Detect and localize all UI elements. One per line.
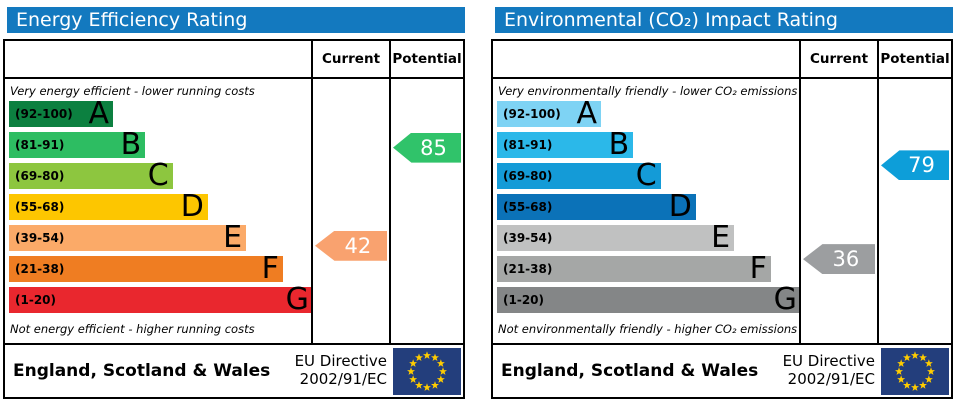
band-d: (55-68) D xyxy=(9,189,208,224)
band-range-label: (55-68) xyxy=(503,200,553,214)
potential-column-header: Potential xyxy=(877,41,951,77)
potential-rating-arrow: 85 xyxy=(393,132,461,163)
potential-rating-arrow: 79 xyxy=(881,150,949,181)
band-range-label: (81-91) xyxy=(503,138,553,152)
band-range-label: (92-100) xyxy=(15,107,73,121)
table-body: Very environmentally friendly - lower CO… xyxy=(493,79,951,343)
panel-title: Energy Efficiency Rating xyxy=(7,7,465,33)
band-e: (39-54) E xyxy=(497,220,735,255)
band-range-label: (1-20) xyxy=(15,293,56,307)
top-note: Very energy efficient - lower running co… xyxy=(10,84,255,98)
energy-efficiency-panel: Energy Efficiency Rating Current Potenti… xyxy=(3,0,465,404)
table-footer: England, Scotland & Wales EU Directive 2… xyxy=(493,343,951,397)
eu-directive-line1: EU Directive xyxy=(294,352,387,371)
eu-directive-label: EU Directive 2002/91/EC xyxy=(295,353,393,388)
band-letter: B xyxy=(608,127,630,162)
band-range-label: (81-91) xyxy=(15,138,65,152)
table-header-row: Current Potential xyxy=(493,41,951,79)
bands: (92-100) A (81-91) B (69-80) C (55-68) D (39-54)… xyxy=(5,96,313,318)
band-letter: C xyxy=(147,158,169,193)
band-a: (92-100) A xyxy=(9,96,114,131)
band-f: (21-38) F xyxy=(9,251,283,286)
top-note: Very environmentally friendly - lower CO… xyxy=(498,84,798,98)
panel-title: Environmental (CO₂) Impact Rating xyxy=(495,7,953,33)
band-range-label: (69-80) xyxy=(503,169,553,183)
band-range-label: (1-20) xyxy=(503,293,544,307)
band-d: (55-68) D xyxy=(497,189,696,224)
bottom-note: Not energy efficient - higher running co… xyxy=(10,322,255,336)
band-letter: E xyxy=(711,220,731,255)
band-c: (69-80) C xyxy=(9,158,173,193)
current-column: 42 xyxy=(311,79,389,343)
table-body: Very energy efficient - lower running co… xyxy=(5,79,463,343)
region-label: England, Scotland & Wales xyxy=(501,361,759,381)
current-column-header: Current xyxy=(311,41,389,77)
band-letter: C xyxy=(635,158,657,193)
potential-column: 85 xyxy=(389,79,463,343)
band-b: (81-91) B xyxy=(497,127,634,162)
bands-column: Very environmentally friendly - lower CO… xyxy=(493,79,801,343)
band-c: (69-80) C xyxy=(497,158,661,193)
band-letter: B xyxy=(120,127,142,162)
band-range-label: (21-38) xyxy=(15,262,65,276)
current-column: 36 xyxy=(799,79,877,343)
table-footer: England, Scotland & Wales EU Directive 2… xyxy=(5,343,463,397)
header-spacer-cell xyxy=(5,41,311,77)
eu-directive-label: EU Directive 2002/91/EC xyxy=(783,353,881,388)
band-range-label: (39-54) xyxy=(503,231,553,245)
current-column-header: Current xyxy=(799,41,877,77)
current-rating-arrow: 36 xyxy=(803,244,875,275)
band-range-label: (55-68) xyxy=(15,200,65,214)
band-f: (21-38) F xyxy=(497,251,771,286)
band-range-label: (92-100) xyxy=(503,107,561,121)
band-letter: D xyxy=(180,189,204,224)
rating-table: Current Potential Very environmentally f… xyxy=(491,39,953,399)
band-letter: D xyxy=(668,189,692,224)
band-range-label: (69-80) xyxy=(15,169,65,183)
bands: (92-100) A (81-91) B (69-80) C (55-68) D (39-54)… xyxy=(493,96,801,318)
band-letter: G xyxy=(285,282,309,317)
band-letter: A xyxy=(576,96,598,131)
eu-directive-line2: 2002/91/EC xyxy=(787,370,875,388)
bottom-note: Not environmentally friendly - higher CO… xyxy=(498,322,798,336)
table-header-row: Current Potential xyxy=(5,41,463,79)
bands-column: Very energy efficient - lower running co… xyxy=(5,79,313,343)
band-letter: G xyxy=(773,282,797,317)
rating-table: Current Potential Very energy efficient … xyxy=(3,39,465,399)
band-range-label: (39-54) xyxy=(15,231,65,245)
band-b: (81-91) B xyxy=(9,127,146,162)
band-g: (1-20) G xyxy=(497,282,801,317)
band-letter: F xyxy=(749,251,767,286)
band-g: (1-20) G xyxy=(9,282,313,317)
environmental-impact-panel: Environmental (CO₂) Impact Rating Curren… xyxy=(491,0,953,404)
band-a: (92-100) A xyxy=(497,96,602,131)
band-letter: A xyxy=(88,96,110,131)
band-letter: F xyxy=(261,251,279,286)
current-rating-arrow: 42 xyxy=(315,230,387,261)
band-e: (39-54) E xyxy=(9,220,247,255)
band-letter: E xyxy=(223,220,243,255)
potential-column-header: Potential xyxy=(389,41,463,77)
eu-flag-icon xyxy=(881,347,949,395)
potential-column: 79 xyxy=(877,79,951,343)
eu-flag-icon xyxy=(393,347,461,395)
eu-directive-line1: EU Directive xyxy=(782,352,875,371)
eu-directive-line2: 2002/91/EC xyxy=(299,370,387,388)
region-label: England, Scotland & Wales xyxy=(13,361,271,381)
band-range-label: (21-38) xyxy=(503,262,553,276)
header-spacer-cell xyxy=(493,41,799,77)
